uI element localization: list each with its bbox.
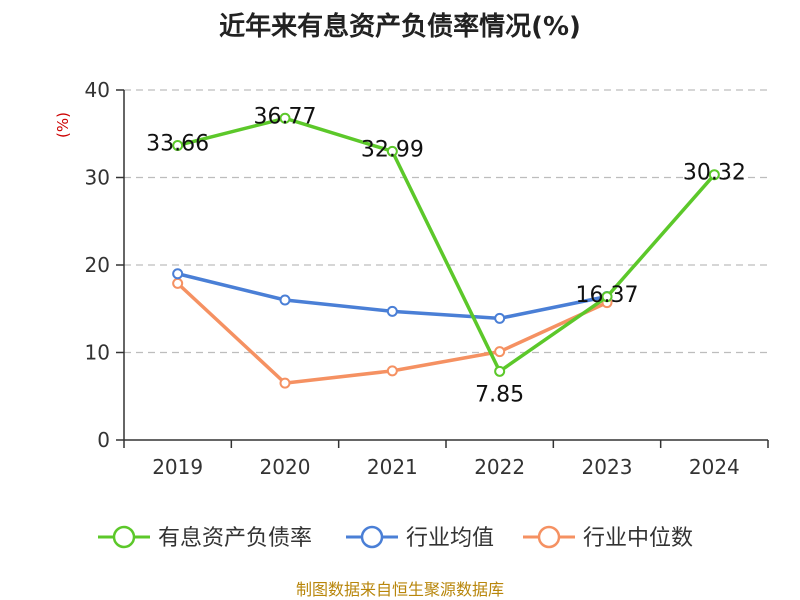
chart-title: 近年来有息资产负债率情况(%) <box>219 12 581 42</box>
x-tick-label: 2021 <box>367 455 418 479</box>
source-note: 制图数据来自恒生聚源数据库 <box>295 580 504 599</box>
legend-label: 行业中位数 <box>583 526 693 551</box>
y-tick-label: 10 <box>85 341 110 365</box>
legend-marker-circle <box>360 525 384 549</box>
data-point <box>386 305 398 317</box>
x-tick-label: 2023 <box>582 455 633 479</box>
data-point <box>494 365 506 377</box>
legend-label: 行业均值 <box>406 526 494 551</box>
data-point <box>172 139 184 151</box>
data-label: 30.32 <box>683 161 746 186</box>
y-tick-label: 30 <box>85 166 110 190</box>
x-tick-label: 2022 <box>474 455 525 479</box>
series-line <box>177 116 716 374</box>
data-point <box>279 377 291 389</box>
data-point <box>279 112 291 124</box>
data-label: 7.85 <box>475 382 524 407</box>
data-label: 36.77 <box>254 104 317 129</box>
legend-marker-circle <box>537 525 561 549</box>
data-point <box>386 365 398 377</box>
data-label: 33.66 <box>146 131 209 156</box>
data-point <box>494 346 506 358</box>
data-point <box>172 277 184 289</box>
x-tick-label: 2019 <box>152 455 203 479</box>
y-tick-label: 0 <box>97 428 110 452</box>
data-point <box>386 145 398 157</box>
data-point <box>708 169 720 181</box>
x-tick-label: 2024 <box>689 455 740 479</box>
data-label: 16.37 <box>576 283 639 308</box>
data-point <box>172 268 184 280</box>
legend-marker-circle <box>112 525 136 549</box>
data-label: 32.99 <box>361 137 424 162</box>
data-point <box>279 294 291 306</box>
data-point <box>494 312 506 324</box>
x-tick-label: 2020 <box>260 455 311 479</box>
data-point <box>601 291 613 303</box>
y-tick-label: 40 <box>85 78 110 102</box>
y-tick-label: 20 <box>85 253 110 277</box>
legend-label: 有息资产负债率 <box>158 526 312 551</box>
y-axis-unit-label: (%) <box>54 112 72 138</box>
